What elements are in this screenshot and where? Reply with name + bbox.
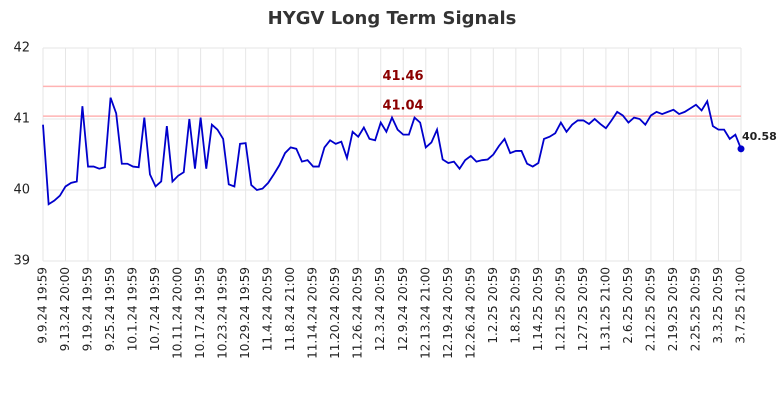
y-tick-label: 39 (13, 254, 30, 269)
x-tick-label: 9.9.24 19:59 (36, 267, 50, 344)
last-value-label: 40.58 (742, 130, 777, 143)
x-tick-label: 11.14.24 20:59 (306, 267, 320, 359)
x-tick-label: 12.19.24 20:59 (441, 267, 455, 359)
x-tick-label: 2.6.25 20:59 (621, 267, 635, 344)
x-tick-label: 1.27.25 20:59 (576, 267, 590, 351)
x-tick-label: 2.25.25 20:59 (688, 267, 702, 351)
reference-label: 41.04 (382, 99, 423, 114)
x-tick-label: 11.8.24 21:00 (283, 267, 297, 351)
x-tick-label: 9.13.24 20:00 (58, 267, 72, 351)
x-tick-label: 1.8.25 20:59 (508, 267, 522, 344)
x-tick-label: 10.17.24 19:59 (193, 267, 207, 359)
x-tick-label: 9.19.24 19:59 (81, 267, 95, 351)
data-line (42, 97, 742, 206)
x-tick-label: 12.3.24 20:59 (373, 267, 387, 351)
chart-title: HYGV Long Term Signals (268, 8, 517, 29)
x-tick-label: 10.23.24 19:59 (216, 267, 230, 359)
x-tick-label: 10.11.24 20:00 (171, 267, 185, 359)
x-tick-label: 3.7.25 21:00 (734, 267, 748, 344)
x-tick-label: 1.31.25 21:00 (598, 267, 612, 351)
x-tick-label: 12.26.24 20:59 (463, 267, 477, 359)
x-tick-label: 12.13.24 21:00 (418, 267, 432, 359)
x-tick-label: 10.7.24 19:59 (148, 267, 162, 351)
x-tick-label: 3.3.25 20:59 (711, 267, 725, 344)
x-tick-label: 9.25.24 19:59 (103, 267, 117, 351)
x-tick-label: 10.29.24 19:59 (238, 267, 252, 359)
last-point (737, 145, 745, 153)
x-tick-label: 10.1.24 19:59 (126, 267, 140, 351)
x-tick-label: 1.14.25 20:59 (531, 267, 545, 351)
x-tick-label: 11.4.24 20:59 (261, 267, 275, 351)
x-tick-label: 1.21.25 20:59 (553, 267, 567, 351)
x-tick-label: 12.9.24 20:59 (396, 267, 410, 351)
x-tick-label: 2.19.25 20:59 (666, 267, 680, 351)
y-tick-label: 41 (13, 112, 30, 127)
x-tick-label: 11.26.24 20:59 (351, 267, 365, 359)
reference-label: 41.46 (382, 69, 423, 84)
x-tick-label: 11.20.24 20:59 (328, 267, 342, 359)
x-tick-label: 1.2.25 20:59 (486, 267, 500, 344)
x-tick-label: 2.12.25 20:59 (643, 267, 657, 351)
y-tick-label: 40 (13, 183, 30, 198)
y-tick-label: 42 (13, 41, 30, 56)
